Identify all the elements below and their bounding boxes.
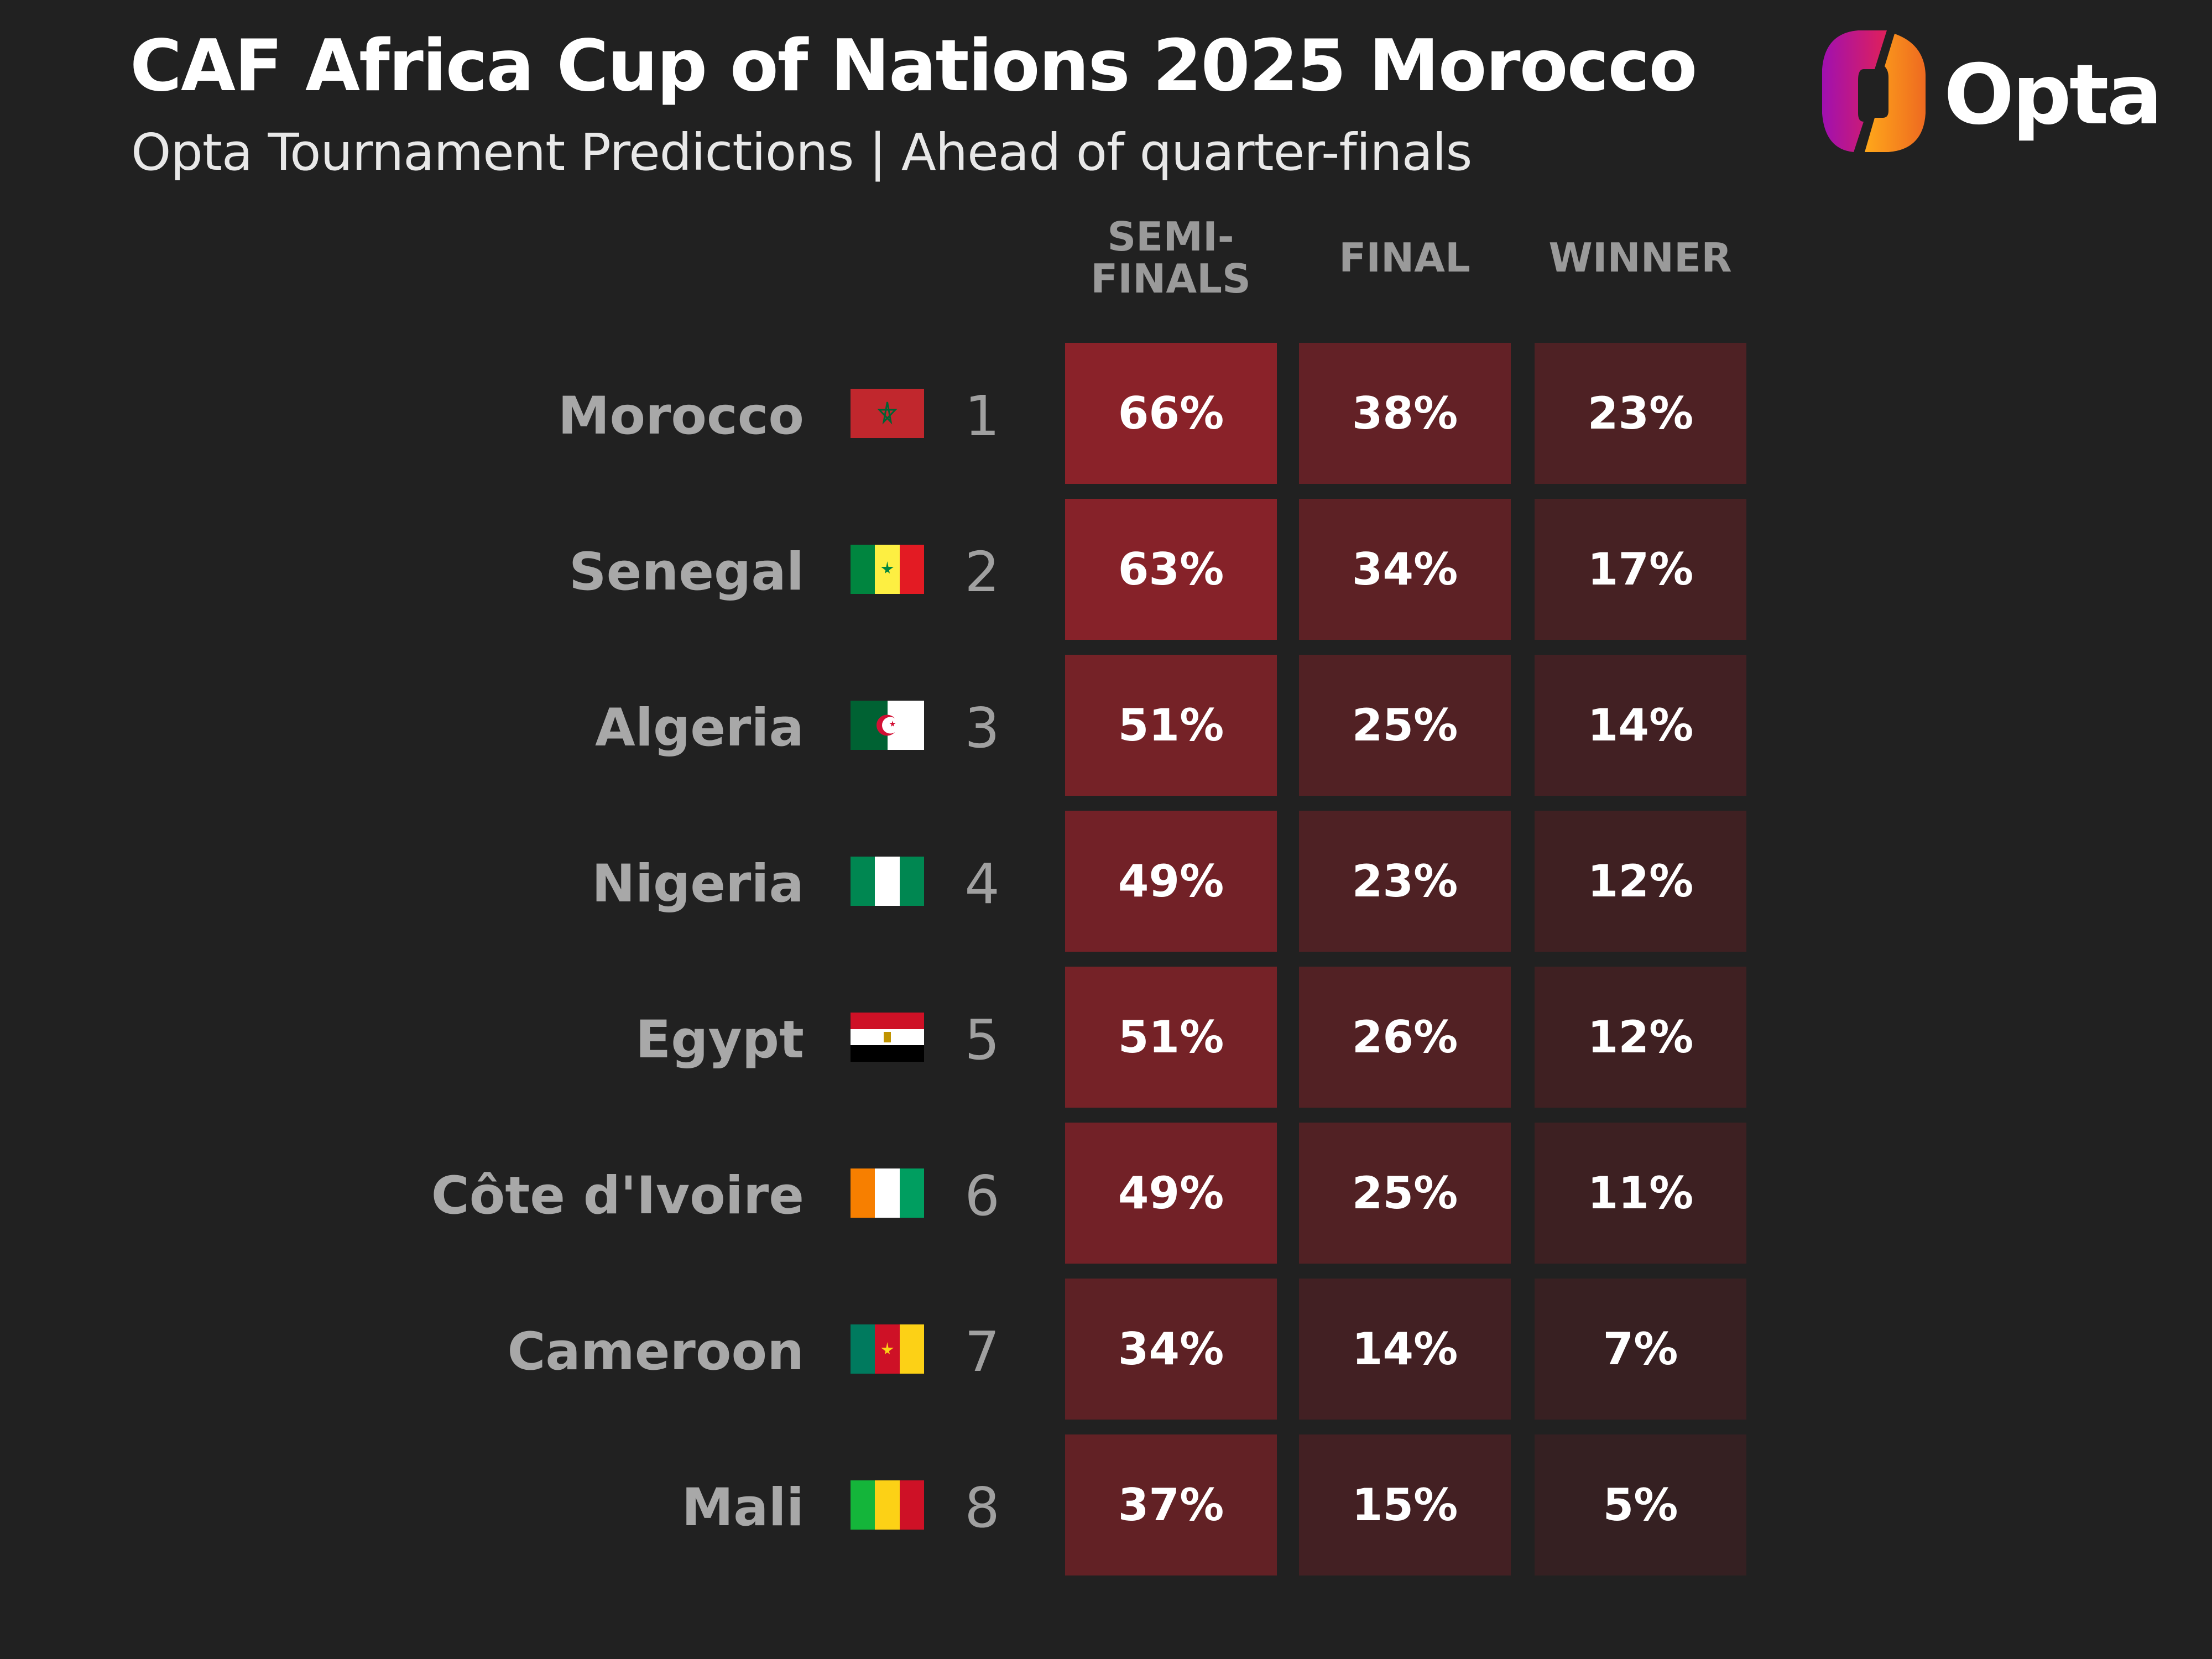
country-name: Côte d'Ivoire xyxy=(431,1166,804,1226)
probability-cell: 14% xyxy=(1535,655,1746,796)
table-row: Morocco 1 66% 38% 23% xyxy=(0,343,2212,484)
probability-cell: 17% xyxy=(1535,499,1746,640)
country-name: Nigeria xyxy=(592,854,804,914)
probability-cell: 25% xyxy=(1299,655,1511,796)
opta-logo-text: Opta xyxy=(1944,47,2163,143)
probability-cell: 49% xyxy=(1065,1123,1277,1264)
probability-cell: 25% xyxy=(1299,1123,1511,1264)
mali-flag-icon xyxy=(851,1480,924,1530)
nigeria-flag-icon xyxy=(851,857,924,906)
cote-divoire-flag-icon xyxy=(851,1168,924,1218)
probability-cell: 7% xyxy=(1535,1279,1746,1420)
probability-cell: 23% xyxy=(1535,343,1746,484)
table-row: Algeria 3 51% 25% 14% xyxy=(0,655,2212,796)
country-name: Algeria xyxy=(594,698,804,758)
probability-cell: 63% xyxy=(1065,499,1277,640)
table-row: Mali 8 37% 15% 5% xyxy=(0,1434,2212,1575)
column-header: WINNER xyxy=(1548,234,1732,281)
probability-cell: 66% xyxy=(1065,343,1277,484)
cameroon-flag-icon xyxy=(851,1324,924,1374)
table-row: Nigeria 4 49% 23% 12% xyxy=(0,811,2212,952)
probability-cell: 34% xyxy=(1299,499,1511,640)
morocco-flag-icon xyxy=(851,389,924,438)
column-header: SEMI- FINALS xyxy=(1091,213,1251,302)
opta-logo-icon xyxy=(1822,30,1926,152)
country-name: Mali xyxy=(681,1478,804,1538)
probability-cell: 12% xyxy=(1535,967,1746,1108)
table-row: Egypt 5 51% 26% 12% xyxy=(0,967,2212,1108)
table-row: Côte d'Ivoire 6 49% 25% 11% xyxy=(0,1123,2212,1264)
rank: 2 xyxy=(964,540,1000,604)
rank: 8 xyxy=(964,1475,1000,1540)
probability-cell: 49% xyxy=(1065,811,1277,952)
probability-cell: 51% xyxy=(1065,655,1277,796)
probability-cell: 51% xyxy=(1065,967,1277,1108)
table-row: Senegal 2 63% 34% 17% xyxy=(0,499,2212,640)
rank: 3 xyxy=(964,696,1000,760)
country-name: Morocco xyxy=(557,386,804,446)
rank: 4 xyxy=(964,852,1000,916)
probability-cell: 12% xyxy=(1535,811,1746,952)
chart-subtitle: Opta Tournament Predictions | Ahead of q… xyxy=(131,123,1472,182)
rank: 1 xyxy=(964,384,1000,448)
probability-cell: 15% xyxy=(1299,1434,1511,1575)
country-name: Egypt xyxy=(635,1010,804,1070)
egypt-flag-icon xyxy=(851,1013,924,1062)
algeria-flag-icon xyxy=(851,701,924,750)
probability-cell: 26% xyxy=(1299,967,1511,1108)
probability-cell: 11% xyxy=(1535,1123,1746,1264)
country-name: Senegal xyxy=(568,542,804,602)
country-name: Cameroon xyxy=(507,1322,804,1382)
probability-cell: 38% xyxy=(1299,343,1511,484)
senegal-flag-icon xyxy=(851,545,924,594)
probability-cell: 5% xyxy=(1535,1434,1746,1575)
rank: 7 xyxy=(964,1319,1000,1384)
chart-title: CAF Africa Cup of Nations 2025 Morocco xyxy=(130,25,1697,107)
rank: 5 xyxy=(964,1008,1000,1072)
rank: 6 xyxy=(964,1164,1000,1228)
table-row: Cameroon 7 34% 14% 7% xyxy=(0,1279,2212,1420)
opta-logo: Opta xyxy=(1819,30,2163,152)
probability-cell: 34% xyxy=(1065,1279,1277,1420)
probability-cell: 37% xyxy=(1065,1434,1277,1575)
probability-cell: 23% xyxy=(1299,811,1511,952)
probability-cell: 14% xyxy=(1299,1279,1511,1420)
column-header: FINAL xyxy=(1339,234,1470,281)
